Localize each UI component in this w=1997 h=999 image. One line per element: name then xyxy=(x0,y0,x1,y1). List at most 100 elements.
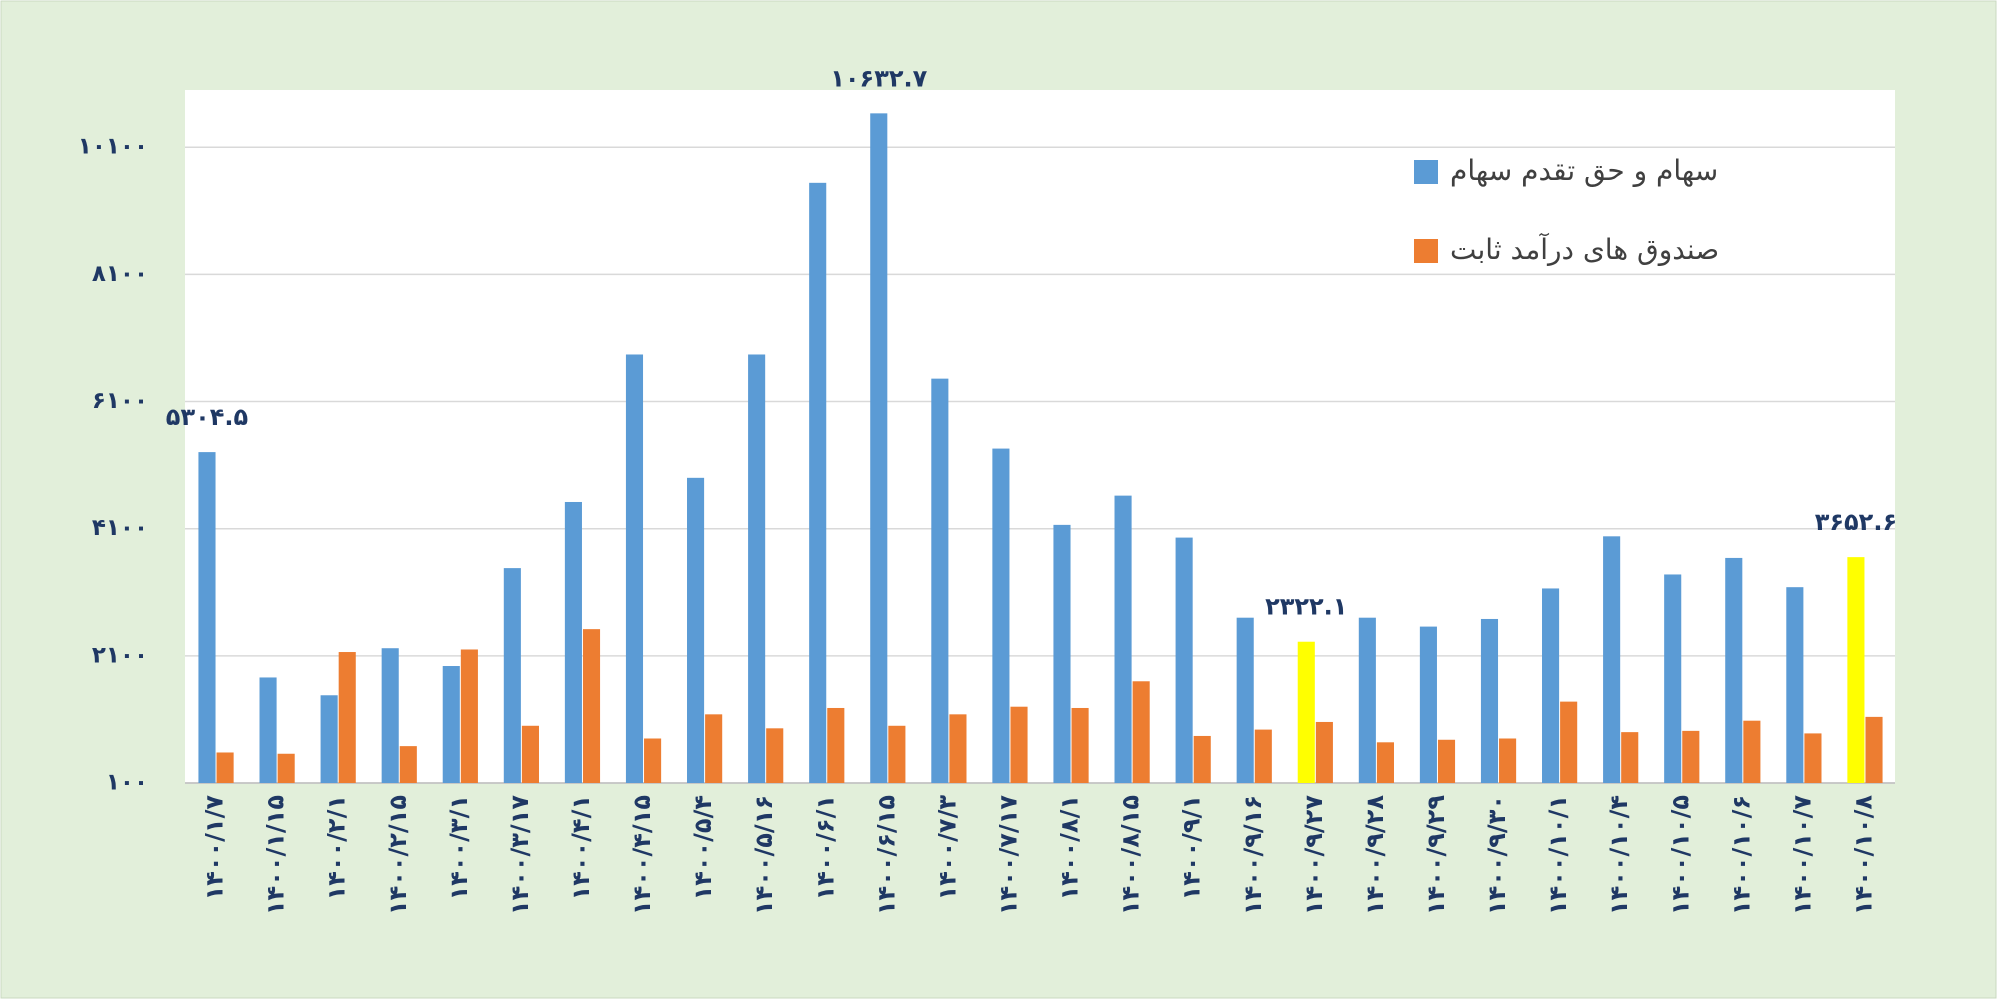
x-tick-label: ۱۴۰۰/۱۰/۵ xyxy=(1666,795,1694,915)
bar xyxy=(1725,557,1743,783)
plot-area xyxy=(185,90,1895,783)
x-tick-label: ۱۴۰۰/۳/۱۷ xyxy=(506,795,534,915)
x-tick-label: ۱۴۰۰/۲/۱ xyxy=(323,795,351,900)
bar xyxy=(1132,681,1150,783)
bar xyxy=(1376,742,1394,783)
x-tick-label: ۱۴۰۰/۱/۷ xyxy=(201,795,229,901)
value-label: ۱۰۶۳۲.۷ xyxy=(830,64,927,92)
x-tick-label: ۱۴۰۰/۶/۱۵ xyxy=(872,795,900,915)
bar xyxy=(259,677,277,783)
legend-swatch xyxy=(1414,160,1438,184)
x-tick-label: ۱۴۰۰/۱۰/۸ xyxy=(1849,795,1877,915)
bar xyxy=(748,354,766,783)
bar xyxy=(870,113,888,784)
bar xyxy=(1236,617,1254,783)
bar xyxy=(1254,729,1272,783)
bar xyxy=(1114,495,1132,783)
bar xyxy=(1358,617,1376,783)
bar xyxy=(564,501,582,783)
bar xyxy=(460,649,478,783)
bar xyxy=(503,568,521,783)
bar xyxy=(216,752,234,783)
bar xyxy=(399,746,417,783)
x-tick-label: ۱۴۰۰/۷/۱۷ xyxy=(994,795,1022,915)
x-tick-label: ۱۴۰۰/۹/۱۶ xyxy=(1239,795,1267,915)
x-tick-label: ۱۴۰۰/۱/۱۵ xyxy=(262,795,290,915)
bar xyxy=(1865,716,1883,783)
x-tick-label: ۱۴۰۰/۸/۱۵ xyxy=(1117,795,1145,915)
bar xyxy=(1437,739,1456,783)
x-tick-label: ۱۴۰۰/۱۰/۱ xyxy=(1544,795,1572,915)
bar xyxy=(338,652,356,783)
bar xyxy=(1193,735,1211,783)
y-tick-label: ۸۱۰۰ xyxy=(92,261,148,287)
bar xyxy=(1603,536,1621,783)
y-tick-label: ۲۱۰۰ xyxy=(92,642,148,668)
bar xyxy=(827,707,845,783)
y-tick-label: ۶۱۰۰ xyxy=(92,388,148,414)
bar xyxy=(1664,574,1682,783)
bar xyxy=(1419,626,1437,783)
x-tick-label: ۱۴۰۰/۴/۱ xyxy=(567,795,595,900)
x-tick-label: ۱۴۰۰/۹/۲۹ xyxy=(1422,795,1450,915)
bar xyxy=(1480,618,1499,783)
bar xyxy=(705,714,723,783)
x-tick-label: ۱۴۰۰/۳/۱ xyxy=(445,795,473,900)
bar xyxy=(687,477,705,783)
bar xyxy=(766,728,784,783)
bar xyxy=(1743,720,1761,783)
legend-label: سهام و حق تقدم سهام xyxy=(1450,154,1718,187)
bar xyxy=(931,378,949,783)
value-label: ۵۳۰۴.۵ xyxy=(166,403,248,431)
y-tick-label: ۱۰۰ xyxy=(106,770,148,796)
bar xyxy=(1010,706,1028,783)
legend-swatch xyxy=(1414,239,1438,263)
x-tick-label: ۱۴۰۰/۹/۲۷ xyxy=(1300,795,1328,915)
bar xyxy=(809,182,827,783)
bar xyxy=(582,629,601,783)
bar xyxy=(1053,524,1071,783)
x-tick-label: ۱۴۰۰/۱۰/۶ xyxy=(1727,795,1755,915)
bar xyxy=(277,753,295,783)
bar xyxy=(625,354,644,783)
bar xyxy=(888,725,906,783)
bar xyxy=(1071,707,1089,783)
x-tick-label: ۱۴۰۰/۴/۱۵ xyxy=(628,795,656,915)
x-tick-label: ۱۴۰۰/۷/۳ xyxy=(933,795,961,901)
bar xyxy=(1175,537,1193,783)
bar xyxy=(992,448,1010,783)
x-tick-label: ۱۴۰۰/۹/۲۸ xyxy=(1361,795,1389,915)
x-tick-label: ۱۴۰۰/۵/۴ xyxy=(689,795,717,900)
bar xyxy=(644,738,662,783)
bar xyxy=(1786,587,1804,783)
bar xyxy=(1847,557,1865,783)
x-tick-label: ۱۴۰۰/۹/۳۰ xyxy=(1483,795,1511,915)
y-tick-label: ۱۰۱۰۰ xyxy=(78,134,148,160)
bar xyxy=(1542,588,1560,783)
x-tick-label: ۱۴۰۰/۵/۱۶ xyxy=(750,795,778,915)
bar xyxy=(1621,732,1639,783)
bar xyxy=(320,695,338,783)
bar xyxy=(1315,721,1333,783)
x-tick-label: ۱۴۰۰/۸/۱ xyxy=(1056,795,1084,900)
value-label: ۲۳۲۲.۱ xyxy=(1265,593,1347,621)
y-tick-label: ۴۱۰۰ xyxy=(92,515,148,541)
x-tick-label: ۱۴۰۰/۲/۱۵ xyxy=(384,795,412,915)
x-tick-label: ۱۴۰۰/۱۰/۴ xyxy=(1605,795,1633,915)
x-tick-label: ۱۴۰۰/۱۰/۷ xyxy=(1788,795,1816,915)
bar xyxy=(949,714,967,783)
bar xyxy=(1682,730,1700,783)
bar xyxy=(442,666,460,783)
x-tick-label: ۱۴۰۰/۶/۱ xyxy=(811,795,839,900)
bar xyxy=(1560,701,1578,783)
bar xyxy=(521,725,539,783)
bar xyxy=(198,452,216,783)
bar xyxy=(1804,733,1822,783)
bar xyxy=(1499,738,1517,783)
x-tick-label: ۱۴۰۰/۹/۱ xyxy=(1178,795,1206,900)
bar xyxy=(381,648,399,783)
legend-label: صندوق های درآمد ثابت xyxy=(1450,233,1719,266)
value-label: ۳۶۵۲.۶ xyxy=(1815,508,1897,536)
bar xyxy=(1297,641,1315,783)
